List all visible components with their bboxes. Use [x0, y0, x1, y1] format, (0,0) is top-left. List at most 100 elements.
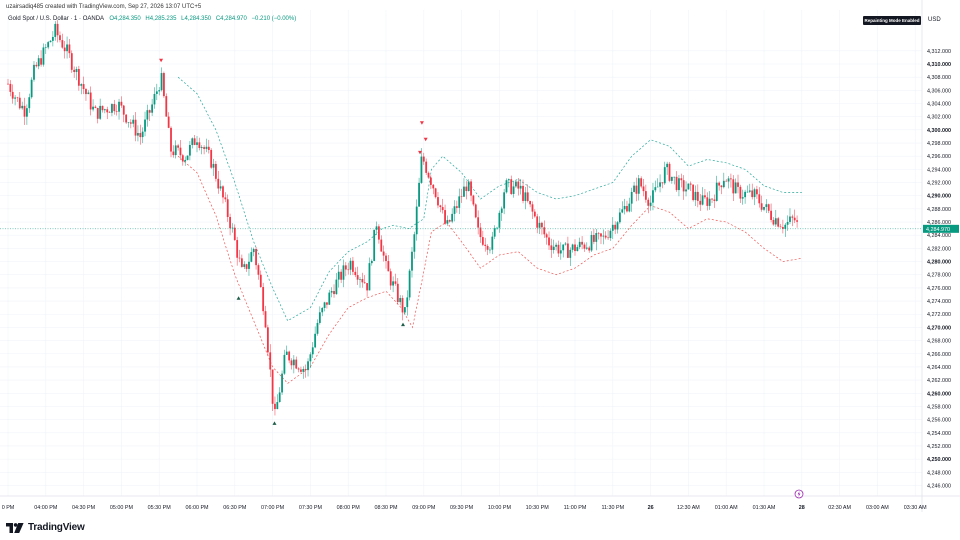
candle — [760, 195, 763, 212]
candle-body — [687, 183, 690, 190]
candle — [633, 181, 635, 193]
candle-body — [765, 204, 768, 207]
candle-body — [751, 190, 754, 198]
candle-body — [87, 92, 90, 95]
candle-body — [713, 199, 716, 201]
candle — [446, 215, 449, 226]
candle — [439, 204, 442, 213]
candle-body — [274, 403, 276, 410]
low-value: L4,284.350 — [181, 16, 212, 22]
candle-body — [189, 144, 191, 156]
price-tick-label: 4,284.000 — [927, 233, 951, 239]
lightning-icon[interactable] — [794, 489, 804, 499]
time-tick-label: 12:30 AM — [677, 505, 700, 511]
candle-body — [555, 244, 557, 247]
candle-body — [460, 196, 463, 197]
candle-body — [557, 244, 560, 254]
candle-body — [663, 167, 666, 184]
lightning-icon-bolt — [797, 491, 801, 497]
candle — [210, 148, 213, 169]
candle-body — [479, 227, 482, 238]
candle — [715, 175, 718, 202]
candle — [758, 187, 761, 208]
candle — [11, 84, 14, 104]
candle — [321, 307, 324, 317]
candle-body — [739, 186, 742, 199]
candle-body — [304, 368, 307, 371]
candle — [7, 78, 9, 85]
candle — [590, 231, 593, 252]
candle-body — [734, 182, 737, 194]
candle-body — [420, 156, 423, 183]
candle-body — [155, 91, 158, 94]
candle — [765, 199, 768, 214]
candle-body — [472, 195, 475, 205]
candle — [692, 184, 695, 202]
candle-body — [448, 220, 451, 222]
candle — [42, 43, 45, 67]
price-tick-label: 4,268.000 — [927, 339, 951, 345]
time-tick-label: 09:00 PM — [412, 505, 436, 511]
candle-body — [789, 216, 791, 222]
candle-body — [139, 133, 142, 138]
candle-body — [224, 197, 227, 200]
candle — [375, 221, 378, 236]
candle-body — [368, 263, 371, 291]
candle-body — [701, 195, 704, 205]
candle-body — [352, 260, 354, 272]
candle — [33, 61, 35, 82]
candle-body — [484, 244, 487, 246]
candle — [604, 231, 607, 240]
candle-body — [699, 200, 702, 205]
candle-body — [243, 264, 246, 267]
candle-body — [689, 183, 692, 185]
candle-body — [569, 249, 572, 258]
candle — [252, 247, 255, 257]
candle-body — [35, 64, 38, 67]
candle-body — [649, 202, 652, 206]
price-tick-label: 4,252.000 — [927, 444, 951, 450]
candle — [453, 200, 456, 222]
candle — [552, 239, 555, 254]
currency-label[interactable]: USD — [928, 17, 941, 23]
candle-body — [708, 198, 711, 206]
candle-body — [167, 116, 170, 128]
candle — [288, 350, 291, 364]
candle — [309, 352, 312, 369]
sell-signal-marker — [419, 121, 424, 125]
candle — [559, 242, 562, 260]
candle — [753, 187, 756, 206]
candle — [354, 267, 357, 278]
high-value: H4,285.235 — [145, 16, 177, 22]
candle — [155, 83, 158, 101]
candle — [311, 342, 314, 359]
candle — [408, 268, 411, 301]
price-tick-label: 4,300.000 — [927, 128, 951, 134]
candle-body — [496, 227, 498, 229]
candle — [146, 104, 149, 127]
candle — [571, 243, 574, 253]
candle — [640, 176, 643, 189]
symbol-title[interactable]: Gold Spot / U.S. Dollar · 1 · OANDA — [8, 16, 104, 22]
time-tick-label: 07:30 PM — [299, 505, 323, 511]
candle-body — [401, 298, 404, 313]
price-tick-label: 4,246.000 — [927, 483, 951, 489]
candle — [503, 188, 506, 215]
candle-body — [437, 197, 439, 206]
candle-body — [564, 243, 567, 245]
tradingview-brand[interactable]: TradingView — [6, 522, 85, 533]
price-tick-label: 4,278.000 — [927, 273, 951, 279]
candle-body — [375, 226, 378, 230]
candle — [515, 180, 517, 189]
time-tick-label: 02:30 AM — [828, 505, 851, 511]
time-tick-label: 26 — [648, 505, 654, 511]
candle — [666, 161, 669, 175]
candle — [382, 245, 385, 262]
candle — [746, 185, 749, 193]
candle — [174, 140, 177, 159]
candle — [784, 223, 787, 237]
time-tick-label: 28 — [799, 505, 805, 511]
candle — [555, 242, 557, 251]
candle-body — [387, 261, 390, 272]
